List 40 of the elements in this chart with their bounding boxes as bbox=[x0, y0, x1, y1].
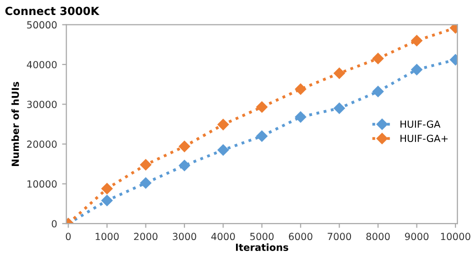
point bbox=[140, 159, 152, 170]
x-tick-label: 3000 bbox=[172, 232, 196, 240]
x-tick-label: 1000 bbox=[96, 232, 119, 240]
y-tick-label: 20000 bbox=[27, 140, 57, 148]
point bbox=[411, 64, 422, 76]
legend-label: HUIF-GA+ bbox=[400, 134, 448, 142]
point bbox=[256, 101, 268, 113]
y-tick-label: 10000 bbox=[27, 180, 57, 188]
x-tick-label: 5000 bbox=[250, 232, 274, 240]
point bbox=[334, 68, 345, 79]
x-tick-label: 2000 bbox=[134, 232, 158, 240]
point bbox=[178, 160, 190, 172]
point bbox=[411, 35, 422, 46]
x-tick-label: 0 bbox=[66, 232, 71, 240]
point bbox=[294, 111, 306, 123]
point bbox=[101, 182, 113, 194]
y-axis-title: Number of hUIs bbox=[11, 82, 19, 166]
y-tick-label: 40000 bbox=[26, 60, 57, 68]
point bbox=[218, 118, 229, 130]
point bbox=[218, 144, 229, 156]
x-axis-title: Iterations bbox=[236, 243, 288, 251]
point bbox=[334, 102, 345, 114]
point bbox=[101, 194, 113, 206]
y-tick-label: 0 bbox=[52, 220, 57, 228]
x-tick-label: 8000 bbox=[366, 232, 390, 240]
x-tick-label: 6000 bbox=[288, 232, 312, 240]
legend-label: HUIF-GA bbox=[400, 120, 440, 128]
point bbox=[294, 84, 306, 95]
x-tick-label: 4000 bbox=[211, 232, 235, 240]
point bbox=[372, 52, 384, 64]
chart-title: Connect 3000K bbox=[5, 6, 100, 16]
x-tick-label: 7000 bbox=[328, 232, 352, 240]
point bbox=[256, 130, 268, 142]
x-tick-label: 9000 bbox=[404, 232, 428, 240]
point bbox=[140, 177, 152, 189]
x-tick-label: 10000 bbox=[441, 232, 470, 240]
y-tick-label: 50000 bbox=[27, 21, 57, 29]
point bbox=[178, 140, 190, 152]
y-tick-label: 30000 bbox=[27, 100, 57, 108]
point bbox=[372, 86, 384, 98]
